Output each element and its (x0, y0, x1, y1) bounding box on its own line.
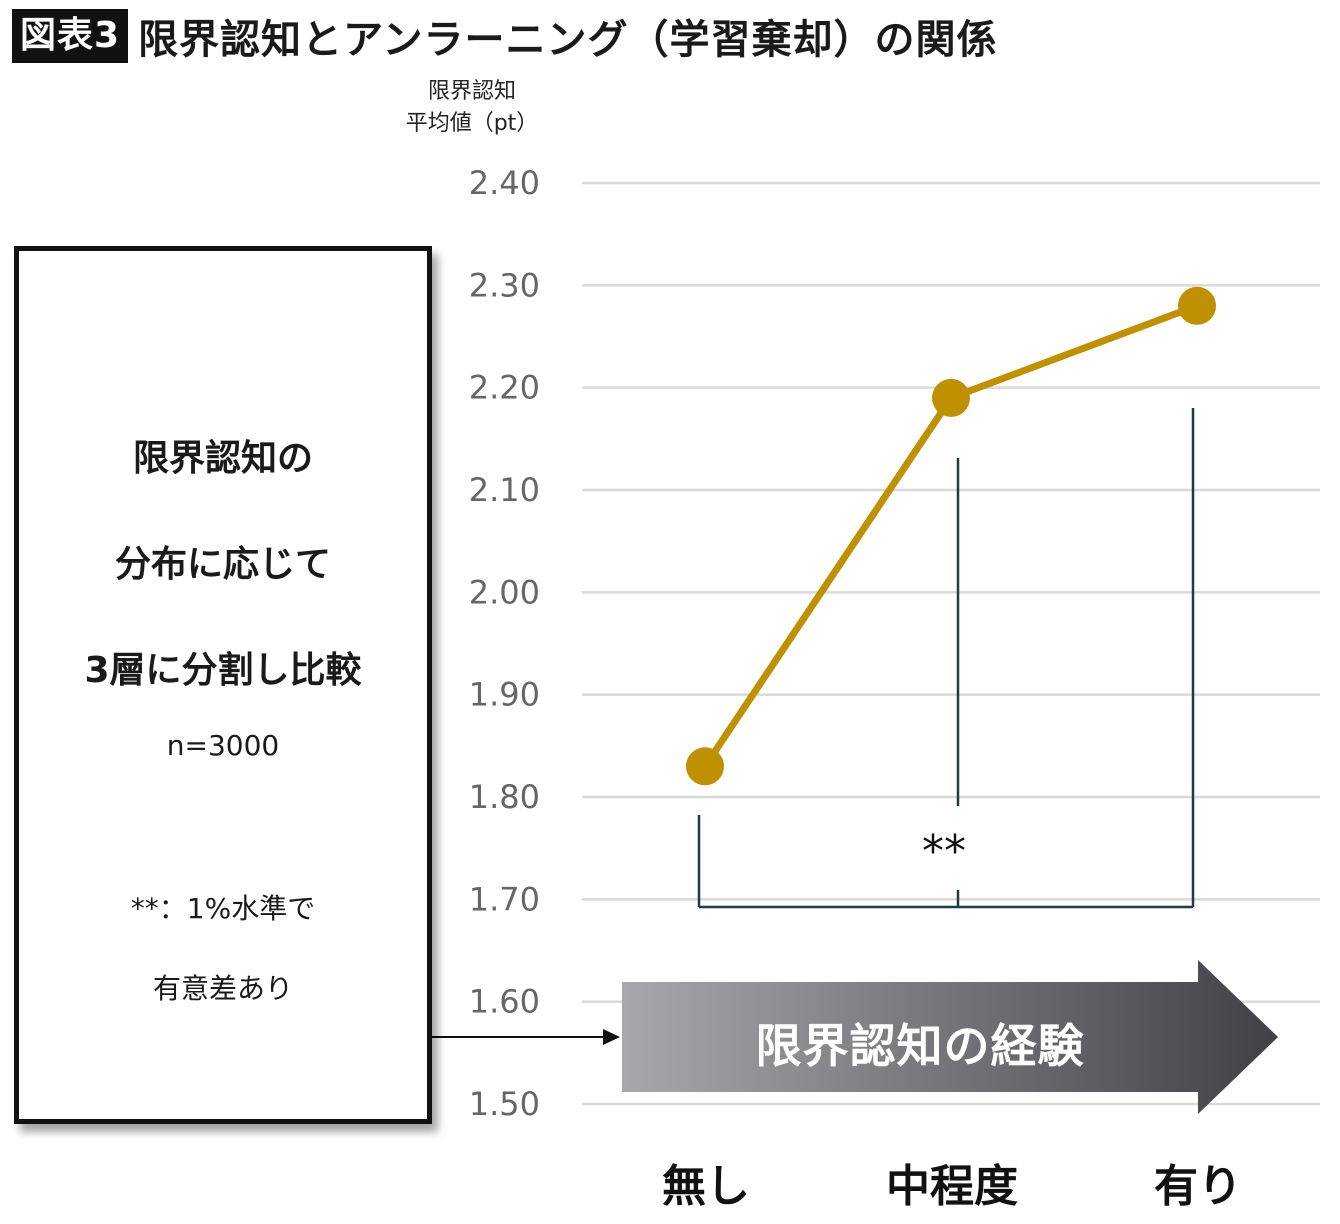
y-tick-labels: 1.50 1.60 1.70 1.80 1.90 2.00 2.10 2.20 2.30 2.40 (469, 164, 540, 1123)
y-tick-2.10: 2.10 (469, 471, 540, 509)
info-line-3: 3層に分割し比較 (84, 650, 362, 691)
series-layer (686, 286, 1216, 786)
connector-arrowhead (603, 1029, 620, 1045)
y-tick-2.00: 2.00 (469, 573, 540, 611)
significance-bracket: ** (697, 408, 1195, 909)
series-line-0 (702, 302, 1199, 769)
category-label-none: 無し (662, 1161, 750, 1212)
data-point-0 (686, 747, 724, 786)
title-text: 限界認知とアンラーニング（学習棄却）の関係 (138, 17, 998, 63)
chart-title: 図表3 限界認知とアンラーニング（学習棄却）の関係 (12, 6, 997, 66)
info-box: 限界認知の 分布に応じて 3層に分割し比較 n=3000 **：1%水準で 有意… (14, 246, 432, 1124)
data-point-2 (1178, 286, 1216, 325)
grid-layer (582, 181, 1320, 1106)
significance-marker: ** (922, 826, 966, 877)
y-tick-1.80: 1.80 (469, 778, 540, 816)
experience-arrow (432, 960, 1278, 1114)
y-tick-1.50: 1.50 (469, 1085, 540, 1123)
y-tick-1.60: 1.60 (469, 983, 540, 1021)
category-label-yes: 有り (1154, 1161, 1242, 1212)
data-point-1 (932, 378, 970, 417)
experience-arrow-shape (622, 960, 1278, 1114)
y-tick-2.40: 2.40 (469, 164, 540, 202)
category-label-medium: 中程度 (886, 1161, 1018, 1212)
y-axis-label-line2: 平均値（pt） (405, 111, 539, 136)
y-tick-1.70: 1.70 (469, 880, 540, 918)
y-axis-label-line1: 限界認知 (427, 79, 516, 104)
y-tick-1.90: 1.90 (469, 676, 540, 714)
sample-size: n=3000 (166, 729, 280, 762)
info-line-2: 分布に応じて (114, 544, 331, 585)
y-axis-label: 限界認知 平均値（pt） (392, 76, 552, 140)
arrow-label: 限界認知の経験 (755, 1019, 1085, 1073)
significance-note-2: 有意差あり (152, 972, 293, 1005)
y-tick-2.20: 2.20 (469, 369, 540, 407)
info-line-1: 限界認知の (132, 438, 313, 479)
significance-note-1: **：1%水準で (130, 892, 316, 925)
figure-number-badge: 図表3 (12, 9, 129, 63)
y-tick-2.30: 2.30 (469, 266, 540, 304)
